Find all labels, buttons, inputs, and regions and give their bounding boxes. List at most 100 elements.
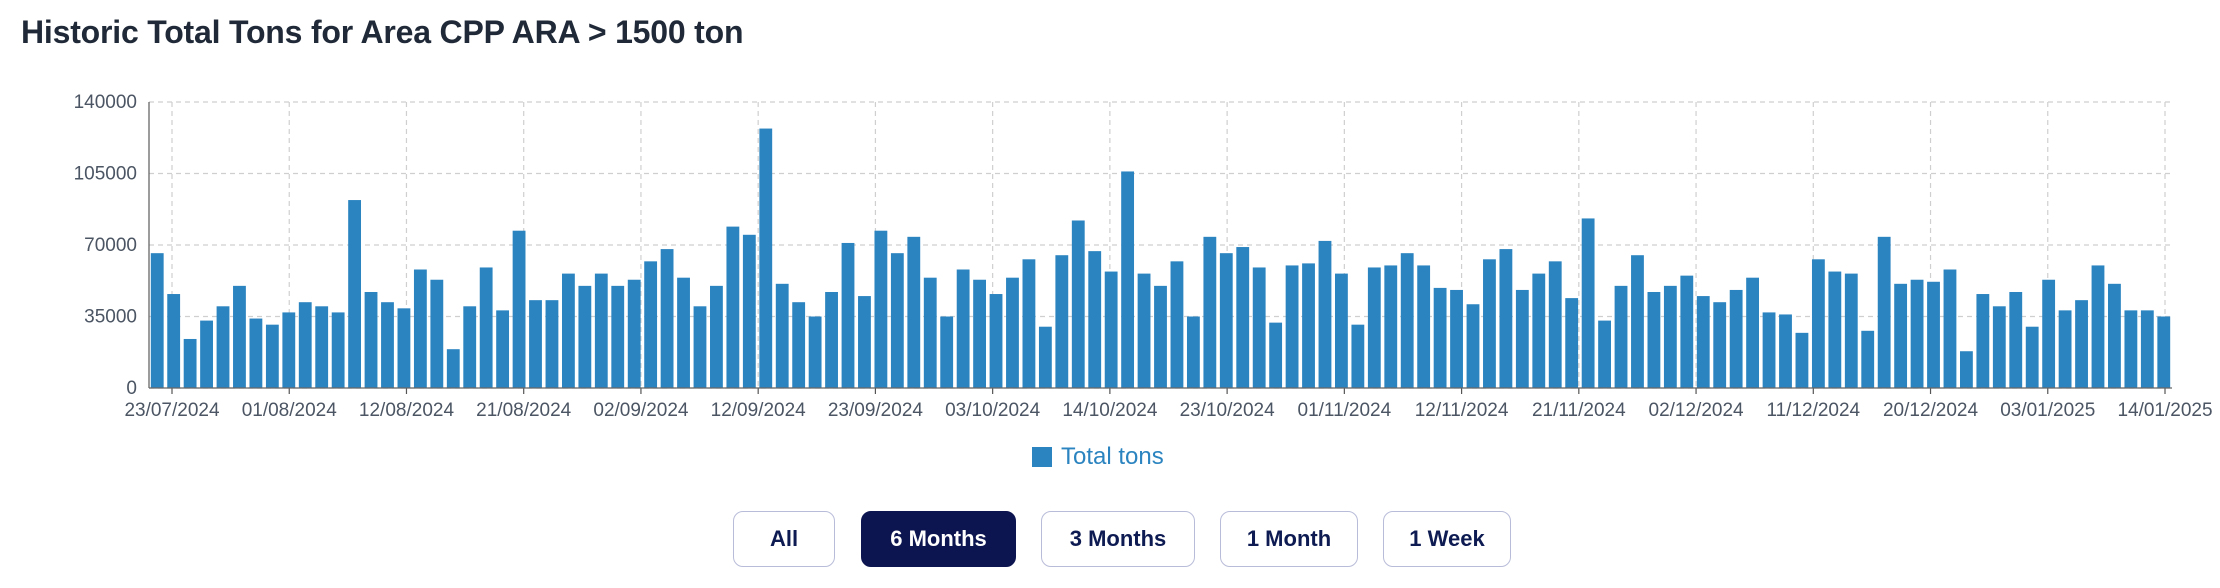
- bar[interactable]: [529, 300, 542, 388]
- bar[interactable]: [167, 294, 181, 388]
- bar[interactable]: [1992, 306, 2006, 388]
- bar[interactable]: [644, 261, 658, 388]
- bar[interactable]: [1055, 255, 1069, 388]
- bar[interactable]: [282, 312, 296, 388]
- bar[interactable]: [1614, 285, 1628, 388]
- bar[interactable]: [1269, 322, 1283, 388]
- bar[interactable]: [890, 253, 904, 388]
- bar[interactable]: [1022, 259, 1036, 388]
- bar[interactable]: [956, 269, 970, 388]
- bar[interactable]: [1236, 247, 1250, 388]
- bar[interactable]: [249, 318, 263, 388]
- bar[interactable]: [940, 316, 954, 389]
- bar[interactable]: [1219, 253, 1233, 388]
- bar[interactable]: [2009, 291, 2023, 388]
- bar[interactable]: [742, 234, 756, 388]
- bar[interactable]: [1104, 271, 1118, 388]
- bar[interactable]: [150, 253, 164, 388]
- bar[interactable]: [677, 277, 690, 388]
- bar[interactable]: [397, 308, 411, 388]
- bar[interactable]: [907, 236, 921, 388]
- bar[interactable]: [1170, 261, 1184, 388]
- bar[interactable]: [1335, 273, 1348, 388]
- bar[interactable]: [2108, 283, 2121, 388]
- bar[interactable]: [710, 285, 723, 388]
- bar[interactable]: [1960, 351, 1973, 388]
- bar[interactable]: [1318, 240, 1332, 388]
- range-button-all[interactable]: All: [733, 511, 835, 567]
- bar[interactable]: [841, 242, 855, 388]
- bar[interactable]: [1466, 304, 1480, 388]
- bar[interactable]: [2124, 310, 2138, 388]
- bar[interactable]: [1400, 253, 1414, 388]
- bar[interactable]: [298, 302, 312, 388]
- bar[interactable]: [1713, 302, 1727, 388]
- bar[interactable]: [1762, 312, 1776, 388]
- bar[interactable]: [594, 273, 608, 388]
- bar[interactable]: [1450, 289, 1463, 388]
- bar[interactable]: [545, 300, 559, 388]
- bar[interactable]: [825, 291, 838, 388]
- bar[interactable]: [1483, 259, 1496, 388]
- bar[interactable]: [1811, 259, 1825, 388]
- bar[interactable]: [1844, 273, 1858, 388]
- bar[interactable]: [1006, 277, 1019, 388]
- bar[interactable]: [1746, 277, 1760, 388]
- bar[interactable]: [973, 279, 986, 388]
- bar[interactable]: [1071, 220, 1085, 388]
- bar[interactable]: [1515, 289, 1529, 388]
- bar[interactable]: [611, 285, 625, 388]
- bar[interactable]: [1186, 316, 1200, 389]
- bar[interactable]: [364, 291, 378, 388]
- bar[interactable]: [1203, 236, 1217, 388]
- bar[interactable]: [479, 267, 493, 388]
- bar[interactable]: [792, 302, 806, 388]
- bar[interactable]: [1137, 273, 1151, 388]
- bar[interactable]: [1285, 265, 1299, 388]
- bar[interactable]: [413, 269, 427, 388]
- bar[interactable]: [512, 230, 526, 388]
- bar[interactable]: [2157, 316, 2171, 389]
- bar[interactable]: [2025, 326, 2039, 388]
- bar[interactable]: [759, 128, 773, 388]
- bar[interactable]: [1154, 285, 1167, 388]
- bar[interactable]: [1927, 281, 1940, 388]
- bar[interactable]: [1367, 267, 1381, 388]
- bar[interactable]: [348, 200, 362, 388]
- bar[interactable]: [1828, 271, 1842, 388]
- bar[interactable]: [693, 306, 707, 388]
- range-button-1-month[interactable]: 1 Month: [1220, 511, 1358, 567]
- bar[interactable]: [1302, 263, 1315, 388]
- bar[interactable]: [923, 277, 937, 388]
- bar[interactable]: [1795, 332, 1809, 388]
- bar[interactable]: [1943, 269, 1957, 388]
- bar[interactable]: [265, 324, 279, 388]
- bar[interactable]: [1779, 314, 1792, 388]
- chart-legend[interactable]: Total tons: [1032, 443, 1164, 471]
- bar[interactable]: [233, 285, 246, 388]
- bar[interactable]: [1433, 287, 1447, 388]
- bar[interactable]: [315, 306, 329, 388]
- bar[interactable]: [331, 312, 345, 388]
- bar[interactable]: [561, 273, 575, 388]
- bar[interactable]: [1729, 289, 1743, 388]
- bar[interactable]: [216, 306, 230, 388]
- bar[interactable]: [496, 310, 510, 388]
- bar[interactable]: [1038, 326, 1052, 388]
- bar[interactable]: [1894, 283, 1908, 388]
- range-button-6-months[interactable]: 6 Months: [861, 511, 1016, 567]
- bar[interactable]: [1532, 273, 1546, 388]
- bar[interactable]: [200, 320, 213, 388]
- bar[interactable]: [726, 226, 740, 388]
- bar[interactable]: [1647, 291, 1661, 388]
- bar[interactable]: [858, 296, 871, 388]
- bar[interactable]: [1631, 255, 1644, 388]
- bar[interactable]: [1910, 279, 1924, 388]
- bar[interactable]: [775, 283, 789, 388]
- bar[interactable]: [381, 302, 394, 388]
- bar[interactable]: [1680, 275, 1694, 388]
- bar[interactable]: [1663, 285, 1677, 388]
- bar[interactable]: [1548, 261, 1562, 388]
- bar[interactable]: [1976, 294, 1990, 388]
- range-button-3-months[interactable]: 3 Months: [1041, 511, 1195, 567]
